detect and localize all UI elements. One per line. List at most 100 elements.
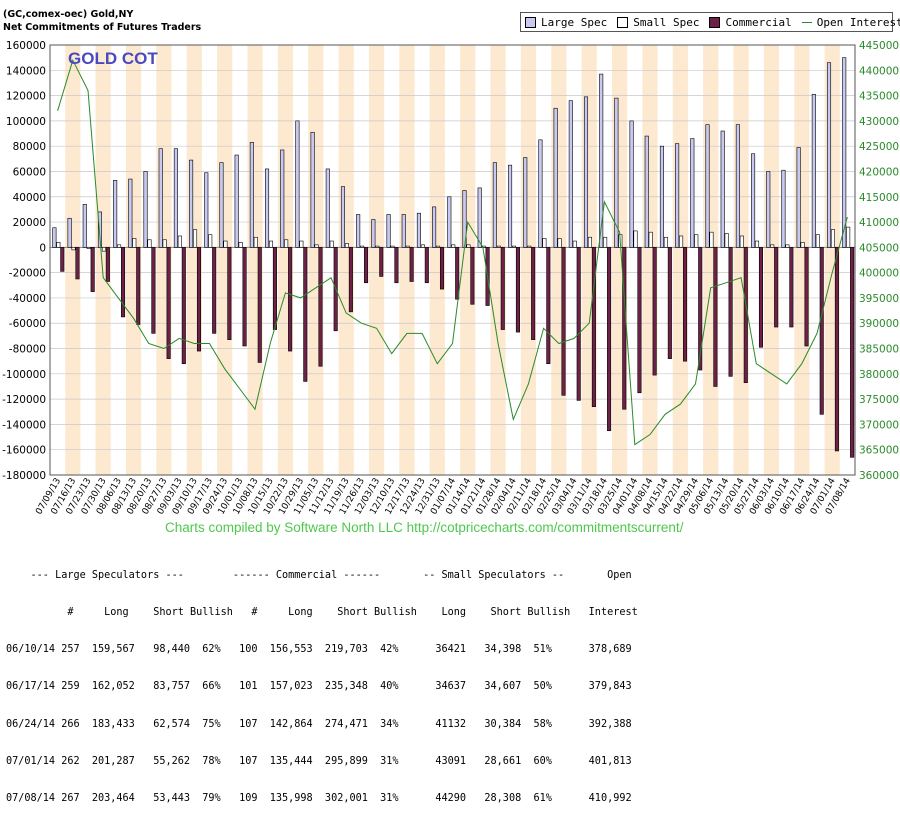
small-spec-bar bbox=[238, 241, 243, 248]
small-spec-bar bbox=[436, 245, 441, 248]
y-left-tick-label: 120000 bbox=[6, 91, 46, 103]
large-spec-bar bbox=[173, 148, 178, 248]
y-right-tick-label: 430000 bbox=[859, 116, 899, 128]
commercial-bar bbox=[500, 247, 505, 330]
small-spec-bar bbox=[557, 238, 562, 248]
y-right-tick-label: 400000 bbox=[859, 268, 899, 280]
bg-band bbox=[368, 45, 385, 475]
large-spec-bar bbox=[265, 168, 270, 248]
large-spec-bar bbox=[113, 180, 118, 248]
large-spec-bar bbox=[553, 107, 558, 248]
commercial-bar bbox=[470, 247, 475, 305]
y-right-tick-label: 395000 bbox=[859, 293, 899, 305]
large-spec-bar bbox=[128, 178, 133, 248]
y-left-tick-label: 60000 bbox=[13, 166, 46, 178]
small-spec-bar bbox=[770, 244, 775, 248]
small-spec-bar bbox=[603, 236, 608, 248]
commercial-bar bbox=[546, 247, 551, 365]
small-spec-bar bbox=[117, 244, 122, 248]
large-spec-bar bbox=[219, 162, 224, 248]
small-spec-bar bbox=[496, 245, 501, 248]
small-spec-bar bbox=[694, 234, 699, 248]
small-spec-bar bbox=[344, 243, 349, 248]
large-spec-bar bbox=[340, 186, 346, 248]
small-spec-bar bbox=[739, 235, 744, 248]
commercial-bar bbox=[394, 247, 399, 284]
y-left-tick-label: -180000 bbox=[2, 470, 46, 482]
small-spec-bar bbox=[527, 245, 532, 248]
legend-swatch bbox=[525, 16, 536, 28]
large-spec-bar bbox=[781, 169, 786, 248]
commercial-bar bbox=[272, 247, 277, 330]
small-spec-bar bbox=[420, 244, 425, 248]
small-spec-bar bbox=[314, 244, 319, 248]
large-spec-bar bbox=[325, 168, 330, 248]
large-spec-bar bbox=[614, 97, 619, 248]
bg-band bbox=[125, 45, 142, 475]
small-spec-bar bbox=[56, 241, 61, 248]
large-spec-bar bbox=[416, 212, 421, 248]
commercial-bar bbox=[728, 247, 733, 377]
small-spec-bar bbox=[542, 238, 547, 248]
y-right-tick-label: 405000 bbox=[859, 242, 899, 254]
legend-label: Open Interest bbox=[816, 15, 900, 29]
large-spec-bar bbox=[234, 154, 239, 248]
large-spec-bar bbox=[204, 172, 209, 248]
commercial-bar bbox=[60, 247, 65, 272]
header-symbol: (GC,comex-oec) Gold,NY bbox=[3, 9, 134, 20]
large-spec-bar bbox=[249, 142, 254, 248]
commercial-bar bbox=[379, 247, 384, 277]
commercial-bar bbox=[531, 247, 536, 340]
small-spec-bar bbox=[679, 235, 684, 248]
large-spec-bar bbox=[52, 227, 57, 248]
bg-band bbox=[763, 45, 780, 475]
small-spec-bar bbox=[451, 244, 456, 248]
large-spec-bar bbox=[766, 171, 771, 248]
large-spec-bar bbox=[371, 219, 376, 248]
y-left-tick-label: -100000 bbox=[2, 369, 46, 381]
large-spec-bar bbox=[67, 217, 72, 248]
large-spec-bar bbox=[629, 120, 634, 248]
small-spec-bar bbox=[147, 239, 152, 248]
large-spec-bar bbox=[432, 206, 437, 248]
commercial-bar bbox=[439, 247, 445, 290]
large-spec-bar bbox=[751, 153, 756, 248]
bg-band bbox=[399, 45, 415, 475]
commercial-bar bbox=[698, 247, 703, 371]
large-spec-bar bbox=[447, 196, 452, 248]
large-spec-bar bbox=[310, 131, 315, 248]
large-spec-bar bbox=[538, 139, 543, 248]
commercial-bar bbox=[804, 247, 809, 347]
y-left-tick-label: -120000 bbox=[2, 394, 46, 406]
commercial-bar bbox=[561, 247, 566, 396]
legend-label: Small Spec bbox=[633, 15, 700, 29]
bg-band bbox=[338, 45, 354, 475]
y-right-tick-label: 390000 bbox=[859, 318, 899, 330]
commercial-bar bbox=[834, 247, 839, 452]
y-left-tick-label: -60000 bbox=[9, 318, 46, 330]
bg-band bbox=[490, 45, 506, 475]
commercial-bar bbox=[850, 247, 855, 458]
small-spec-bar bbox=[511, 245, 517, 248]
small-spec-bar bbox=[648, 231, 653, 248]
commercial-bar bbox=[257, 247, 262, 363]
large-spec-bar bbox=[644, 135, 649, 248]
large-spec-bar bbox=[523, 157, 528, 248]
y-right-tick-label: 420000 bbox=[859, 166, 899, 178]
y-left-tick-label: 160000 bbox=[6, 40, 46, 52]
plot-frame bbox=[49, 44, 856, 476]
small-spec-bar bbox=[360, 245, 365, 248]
y-left-tick-label: -80000 bbox=[9, 344, 46, 356]
commercial-bar bbox=[576, 247, 581, 401]
cot-chart: 160000 140000 120000 100000 80000 60000 40000 2… bbox=[2, 40, 899, 517]
commercial-bar bbox=[303, 247, 308, 382]
bg-band bbox=[95, 45, 111, 475]
commercial-bar bbox=[667, 247, 672, 359]
large-spec-bar bbox=[492, 162, 497, 248]
table-row: 06/10/14 257 159,567 98,440 62% 100 156,… bbox=[6, 644, 632, 656]
large-spec-bar bbox=[690, 138, 695, 248]
legend-item: Open Interest bbox=[801, 15, 900, 29]
large-spec-bar bbox=[735, 124, 740, 248]
commercial-bar bbox=[455, 247, 460, 300]
small-spec-bar bbox=[71, 247, 76, 251]
